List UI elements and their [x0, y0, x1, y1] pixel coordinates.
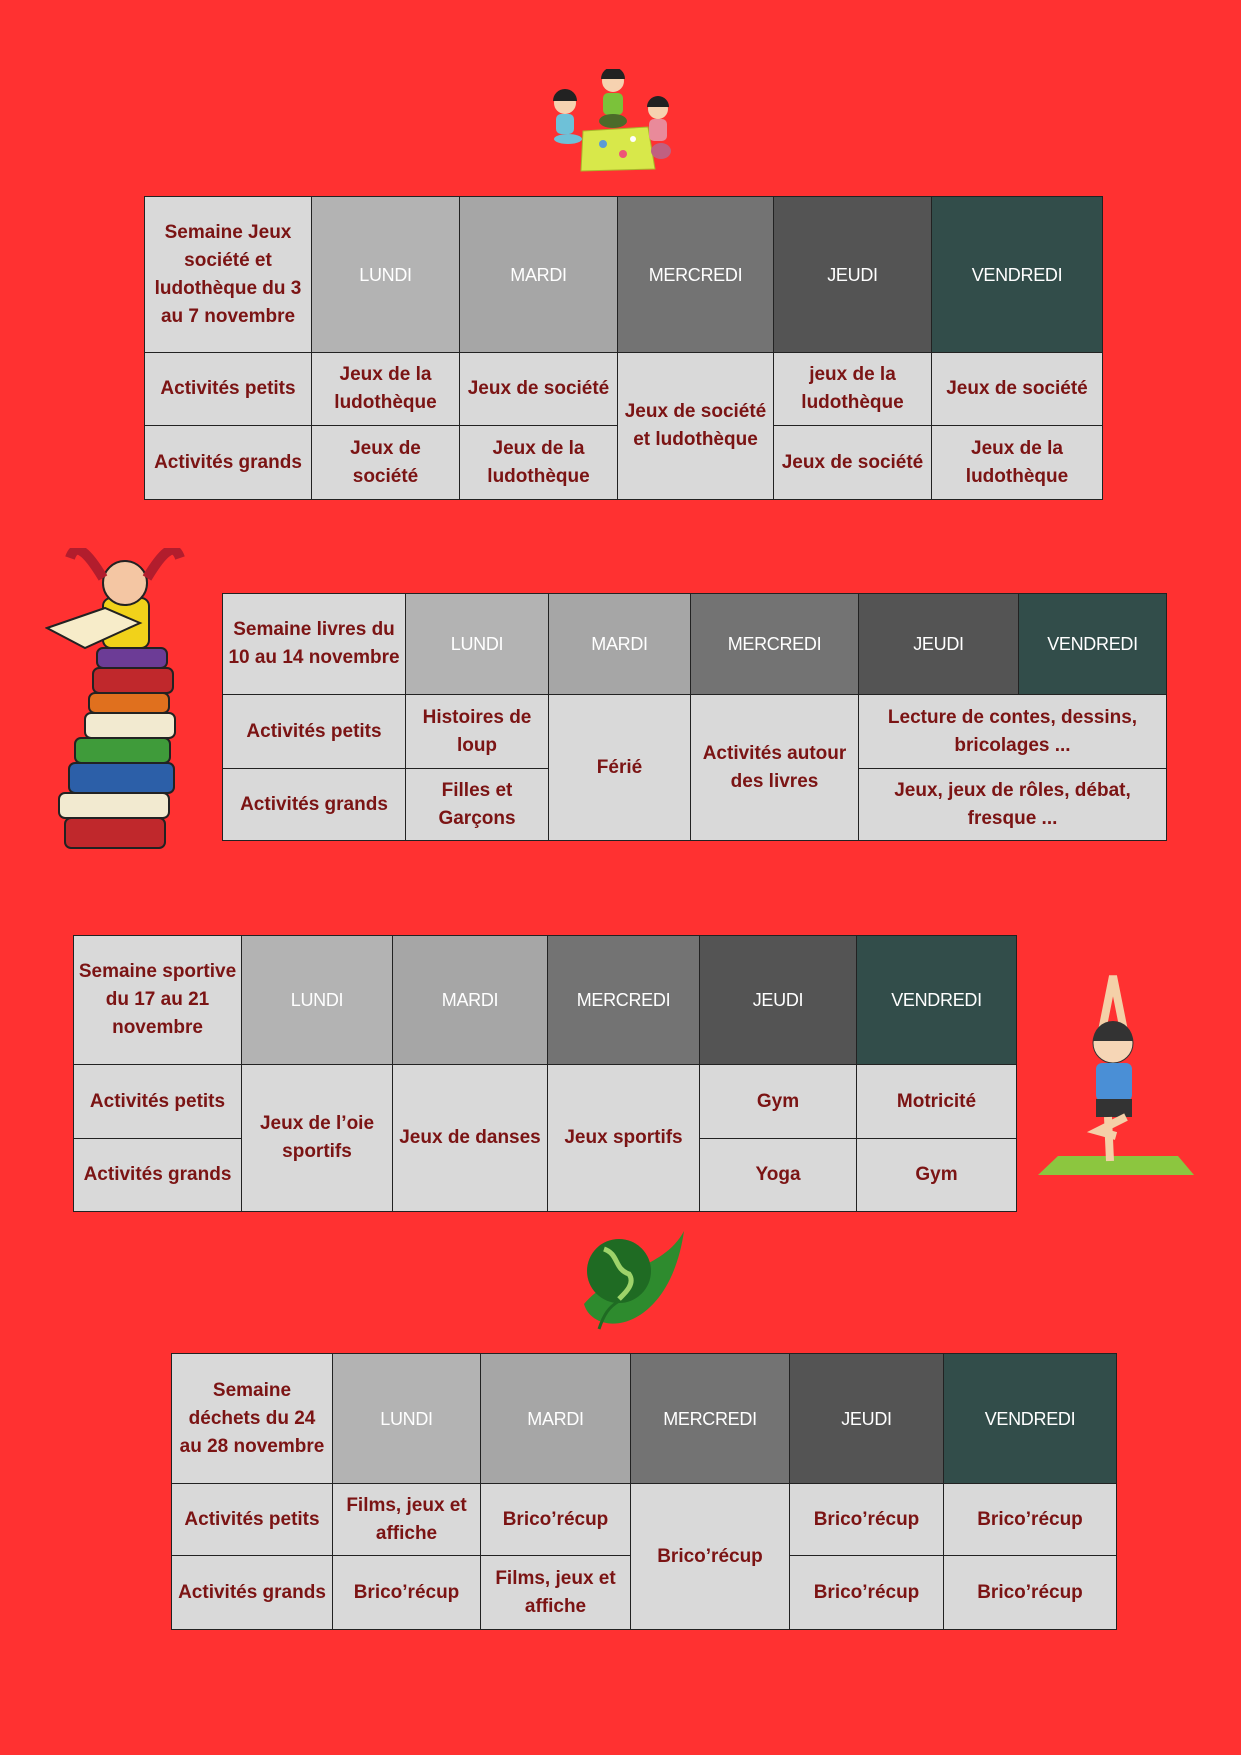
activity-cell: Férié [548, 694, 691, 841]
day-header-jeudi: JEUDI [699, 935, 857, 1065]
day-header-mercredi: MERCREDI [690, 593, 859, 695]
activity-row: Activités grands Filles et Garçons Jeux, j… [222, 768, 1167, 841]
row-label: Activités grands [222, 768, 406, 841]
activity-cell: Jeux, jeux de rôles, débat, fresque ... [858, 768, 1167, 841]
activity-cell: Jeux sportifs [547, 1064, 700, 1212]
activity-cell: Jeux de la ludothèque [931, 425, 1103, 500]
week-title: Semaine Jeux société et ludothèque du 3 … [144, 196, 312, 353]
row-label: Activités grands [171, 1555, 333, 1630]
day-header-lundi: LUNDI [405, 593, 549, 695]
row-label: Activités petits [144, 352, 312, 426]
row-label: Activités petits [171, 1483, 333, 1556]
schedule-table-4: Semaine déchets du 24 au 28 novembre LUND… [171, 1353, 1117, 1630]
day-header-mardi: MARDI [480, 1353, 631, 1484]
day-header-lundi: LUNDI [332, 1353, 481, 1484]
schedule-table-1: Semaine Jeux société et ludothèque du 3 … [144, 196, 1103, 500]
activity-cell: Gym [856, 1138, 1017, 1212]
day-header-lundi: LUNDI [311, 196, 460, 353]
activity-cell: Jeux de la ludothèque [311, 352, 460, 426]
activity-row: Activités grands Yoga Gym [73, 1138, 1017, 1212]
day-header-jeudi: JEUDI [858, 593, 1019, 695]
activity-cell: Histoires de loup [405, 694, 549, 769]
girl-reading-on-books-illustration [45, 548, 185, 849]
activity-cell: Brico’récup [630, 1483, 790, 1630]
day-header-vendredi: VENDREDI [1018, 593, 1167, 695]
activity-cell: Brico’récup [943, 1555, 1117, 1630]
day-header-jeudi: JEUDI [789, 1353, 944, 1484]
header-row: Semaine déchets du 24 au 28 novembre LUND… [171, 1353, 1117, 1484]
activity-cell: Jeux de société [773, 425, 932, 500]
boy-yoga-illustration [1038, 975, 1194, 1175]
activity-cell: Films, jeux et affiche [480, 1555, 631, 1630]
activity-cell: Jeux de société [459, 352, 618, 426]
schedule-table-2: Semaine livres du 10 au 14 novembre LUNDI… [222, 593, 1167, 841]
week-title: Semaine livres du 10 au 14 novembre [222, 593, 406, 695]
activity-cell: Brico’récup [480, 1483, 631, 1556]
activity-cell: Jeux de la ludothèque [459, 425, 618, 500]
schedule-table-3: Semaine sportive du 17 au 21 novembre LUN… [73, 935, 1017, 1212]
activity-cell: Jeux de société et ludothèque [617, 352, 774, 500]
activity-cell: Activités autour des livres [690, 694, 859, 841]
day-header-vendredi: VENDREDI [856, 935, 1017, 1065]
activity-cell: Filles et Garçons [405, 768, 549, 841]
activity-cell: Jeux de société [311, 425, 460, 500]
activity-cell: Jeux de danses [392, 1064, 548, 1212]
activity-cell: jeux de la ludothèque [773, 352, 932, 426]
activity-cell: Yoga [699, 1138, 857, 1212]
day-header-vendredi: VENDREDI [943, 1353, 1117, 1484]
activity-cell: Brico’récup [789, 1483, 944, 1556]
activity-row: Activités petits Jeux de l’oie sportifs Je… [73, 1064, 1017, 1212]
activity-cell: Jeux de l’oie sportifs [241, 1064, 393, 1212]
children-board-game-illustration [553, 69, 671, 172]
activity-row: Activités petits Jeux de la ludothèque Jeu… [144, 352, 1103, 500]
row-label: Activités grands [73, 1138, 242, 1212]
activity-cell: Lecture de contes, dessins, bricolages .… [858, 694, 1167, 769]
day-header-mardi: MARDI [392, 935, 548, 1065]
row-label: Activités petits [222, 694, 406, 769]
day-header-jeudi: JEUDI [773, 196, 932, 353]
week-title: Semaine sportive du 17 au 21 novembre [73, 935, 242, 1065]
activity-row: Activités grands Jeux de société Jeux de l… [144, 425, 1103, 500]
activity-cell: Brico’récup [943, 1483, 1117, 1556]
activity-row: Activités grands Brico’récup Films, jeux e… [171, 1555, 1117, 1630]
day-header-mercredi: MERCREDI [547, 935, 700, 1065]
day-header-mercredi: MERCREDI [617, 196, 774, 353]
activity-row: Activités petits Histoires de loup Férié Ac… [222, 694, 1167, 841]
header-row: Semaine sportive du 17 au 21 novembre LUN… [73, 935, 1017, 1065]
activity-cell: Gym [699, 1064, 857, 1139]
earth-leaf-illustration [584, 1231, 684, 1330]
week-title: Semaine déchets du 24 au 28 novembre [171, 1353, 333, 1484]
day-header-lundi: LUNDI [241, 935, 393, 1065]
activity-cell: Brico’récup [332, 1555, 481, 1630]
day-header-mercredi: MERCREDI [630, 1353, 790, 1484]
activity-cell: Films, jeux et affiche [332, 1483, 481, 1556]
header-row: Semaine livres du 10 au 14 novembre LUNDI… [222, 593, 1167, 695]
row-label: Activités grands [144, 425, 312, 500]
day-header-mardi: MARDI [459, 196, 618, 353]
activity-cell: Jeux de société [931, 352, 1103, 426]
activity-cell: Motricité [856, 1064, 1017, 1139]
day-header-mardi: MARDI [548, 593, 691, 695]
row-label: Activités petits [73, 1064, 242, 1139]
activity-cell: Brico’récup [789, 1555, 944, 1630]
header-row: Semaine Jeux société et ludothèque du 3 … [144, 196, 1103, 353]
day-header-vendredi: VENDREDI [931, 196, 1103, 353]
activity-row: Activités petits Films, jeux et affiche Br… [171, 1483, 1117, 1630]
